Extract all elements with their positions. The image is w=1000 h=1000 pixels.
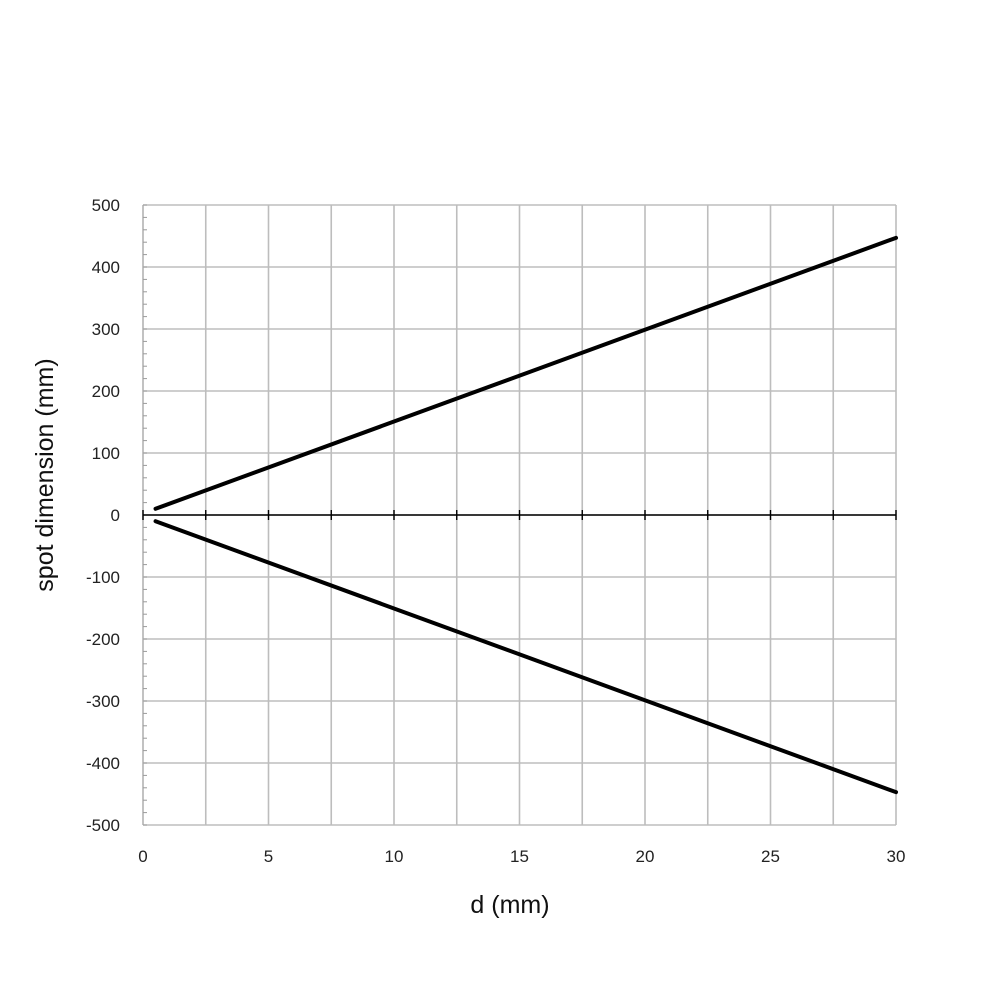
y-tick-label: -100 xyxy=(86,568,120,587)
y-tick-label: -400 xyxy=(86,754,120,773)
x-tick-label: 15 xyxy=(510,847,529,866)
y-tick-label: 400 xyxy=(92,258,120,277)
y-tick-label: -300 xyxy=(86,692,120,711)
x-tick-label: 5 xyxy=(264,847,273,866)
y-axis-title: spot dimension (mm) xyxy=(31,358,59,591)
x-tick-label: 25 xyxy=(761,847,780,866)
x-tick-label: 0 xyxy=(138,847,147,866)
x-tick-label: 30 xyxy=(887,847,906,866)
series-lines xyxy=(153,235,898,795)
x-axis-title: d (mm) xyxy=(470,891,549,919)
y-tick-labels: 500 400 300 200 100 0 -100 -200 -300 -400 -500 xyxy=(86,196,120,835)
y-tick-label: -500 xyxy=(86,816,120,835)
x-tick-label: 10 xyxy=(385,847,404,866)
y-tick-label: 500 xyxy=(92,196,120,215)
axes xyxy=(142,204,897,826)
y-tick-label: -200 xyxy=(86,630,120,649)
y-tick-label: 0 xyxy=(111,506,120,525)
x-tick-label: 20 xyxy=(636,847,655,866)
y-tick-label: 300 xyxy=(92,320,120,339)
y-tick-label: 200 xyxy=(92,382,120,401)
series-line-1 xyxy=(153,235,898,511)
x-tick-labels: 0 5 10 15 20 25 30 xyxy=(138,847,905,866)
series-line-2 xyxy=(153,519,898,795)
y-tick-label: 100 xyxy=(92,444,120,463)
